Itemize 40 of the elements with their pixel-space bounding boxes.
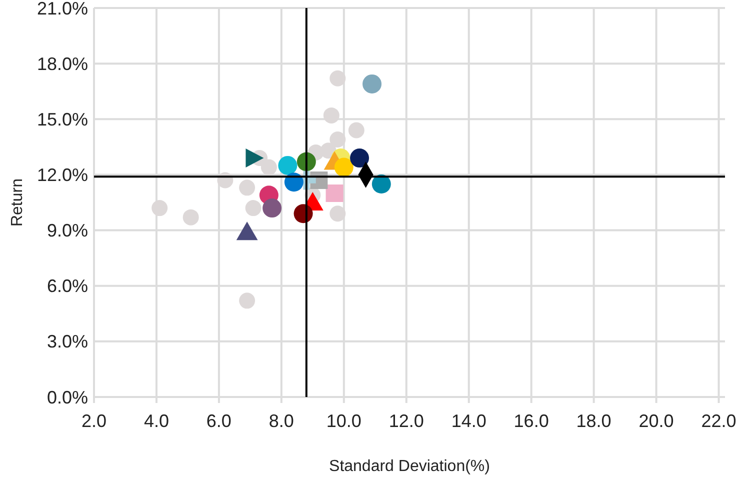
y-axis-title: Return bbox=[9, 178, 26, 227]
point bbox=[334, 158, 354, 177]
point bbox=[152, 200, 168, 216]
x-axis-title: Standard Deviation(%) bbox=[329, 458, 490, 475]
point bbox=[323, 107, 340, 124]
x-tick-label: 10.0 bbox=[326, 411, 362, 431]
x-tick-label: 4.0 bbox=[144, 411, 169, 431]
point bbox=[278, 156, 298, 175]
y-tick-label: 0.0% bbox=[46, 387, 88, 408]
point bbox=[182, 209, 199, 226]
point bbox=[239, 292, 256, 309]
point bbox=[348, 122, 364, 138]
point bbox=[260, 159, 277, 176]
y-tick-label: 21.0% bbox=[36, 0, 88, 18]
point bbox=[326, 184, 344, 202]
point bbox=[372, 174, 391, 194]
point bbox=[246, 148, 264, 168]
x-tick-label: 14.0 bbox=[451, 411, 486, 431]
x-tick-label: 16.0 bbox=[514, 411, 549, 431]
point bbox=[262, 198, 282, 218]
point bbox=[350, 148, 370, 168]
x-tick-label: 6.0 bbox=[206, 411, 232, 431]
x-tick-label: 22.0 bbox=[701, 411, 736, 431]
y-tick-label: 9.0% bbox=[46, 220, 88, 241]
point bbox=[330, 206, 346, 222]
x-tick-label: 20.0 bbox=[638, 411, 674, 431]
point bbox=[245, 200, 262, 216]
y-tick-label: 18.0% bbox=[36, 54, 88, 74]
x-tick-label: 18.0 bbox=[576, 411, 612, 431]
y-tick-label: 12.0% bbox=[36, 165, 88, 186]
y-tick-label: 6.0% bbox=[46, 276, 88, 296]
x-tick-label: 2.0 bbox=[81, 411, 107, 431]
y-tick-label: 15.0% bbox=[36, 109, 88, 130]
point bbox=[330, 70, 346, 86]
point bbox=[330, 132, 346, 148]
point bbox=[239, 180, 256, 196]
x-tick-label: 12.0 bbox=[388, 411, 424, 431]
y-tick-label: 3.0% bbox=[46, 332, 88, 352]
x-tick-label: 8.0 bbox=[268, 411, 294, 431]
point bbox=[362, 74, 382, 94]
